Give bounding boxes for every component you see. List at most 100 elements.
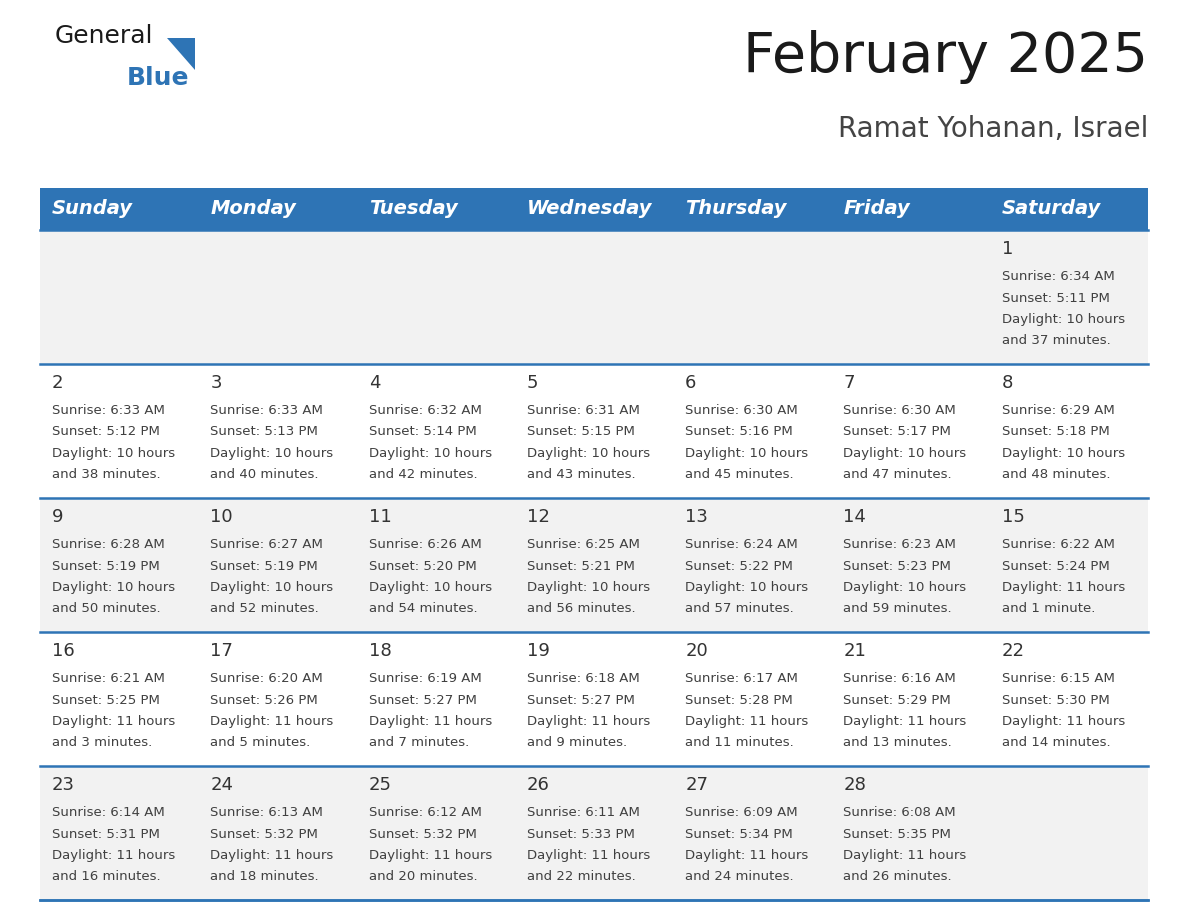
Text: and 7 minutes.: and 7 minutes.	[368, 736, 469, 749]
Text: Daylight: 10 hours: Daylight: 10 hours	[685, 581, 808, 594]
Text: Sunset: 5:22 PM: Sunset: 5:22 PM	[685, 559, 794, 573]
Text: Daylight: 10 hours: Daylight: 10 hours	[210, 581, 334, 594]
Text: 19: 19	[526, 642, 550, 660]
Text: Sunset: 5:21 PM: Sunset: 5:21 PM	[526, 559, 634, 573]
Text: Daylight: 10 hours: Daylight: 10 hours	[685, 447, 808, 460]
Text: Sunrise: 6:33 AM: Sunrise: 6:33 AM	[52, 404, 165, 417]
Text: Daylight: 11 hours: Daylight: 11 hours	[843, 849, 967, 862]
Text: Sunset: 5:34 PM: Sunset: 5:34 PM	[685, 827, 792, 841]
Bar	[40, 632, 1148, 766]
Text: Daylight: 10 hours: Daylight: 10 hours	[210, 447, 334, 460]
Text: Daylight: 10 hours: Daylight: 10 hours	[526, 581, 650, 594]
Text: Daylight: 11 hours: Daylight: 11 hours	[210, 715, 334, 728]
Text: 17: 17	[210, 642, 233, 660]
Text: Sunrise: 6:22 AM: Sunrise: 6:22 AM	[1001, 538, 1114, 551]
Text: and 40 minutes.: and 40 minutes.	[210, 468, 318, 482]
Text: 8: 8	[1001, 374, 1013, 392]
Text: Daylight: 11 hours: Daylight: 11 hours	[685, 715, 808, 728]
Text: Sunrise: 6:21 AM: Sunrise: 6:21 AM	[52, 672, 165, 685]
Text: 3: 3	[210, 374, 222, 392]
Text: and 52 minutes.: and 52 minutes.	[210, 602, 320, 615]
Text: Daylight: 11 hours: Daylight: 11 hours	[685, 849, 808, 862]
Text: and 13 minutes.: and 13 minutes.	[843, 736, 952, 749]
Text: 5: 5	[526, 374, 538, 392]
Text: 6: 6	[685, 374, 696, 392]
Text: Sunset: 5:11 PM: Sunset: 5:11 PM	[1001, 292, 1110, 305]
Text: Sunrise: 6:23 AM: Sunrise: 6:23 AM	[843, 538, 956, 551]
Text: Sunrise: 6:19 AM: Sunrise: 6:19 AM	[368, 672, 481, 685]
Text: Sunrise: 6:20 AM: Sunrise: 6:20 AM	[210, 672, 323, 685]
Text: Sunset: 5:23 PM: Sunset: 5:23 PM	[843, 559, 952, 573]
Text: Sunrise: 6:12 AM: Sunrise: 6:12 AM	[368, 806, 481, 819]
Text: and 14 minutes.: and 14 minutes.	[1001, 736, 1111, 749]
Text: Sunset: 5:27 PM: Sunset: 5:27 PM	[526, 693, 634, 707]
Text: and 50 minutes.: and 50 minutes.	[52, 602, 160, 615]
Text: Sunrise: 6:25 AM: Sunrise: 6:25 AM	[526, 538, 639, 551]
Text: 4: 4	[368, 374, 380, 392]
Text: Sunrise: 6:13 AM: Sunrise: 6:13 AM	[210, 806, 323, 819]
Text: Saturday: Saturday	[1001, 199, 1101, 218]
Text: Sunrise: 6:11 AM: Sunrise: 6:11 AM	[526, 806, 639, 819]
Text: Daylight: 10 hours: Daylight: 10 hours	[843, 581, 967, 594]
Text: 23: 23	[52, 776, 75, 794]
Text: 22: 22	[1001, 642, 1025, 660]
Text: Sunset: 5:12 PM: Sunset: 5:12 PM	[52, 426, 160, 439]
Text: Daylight: 11 hours: Daylight: 11 hours	[52, 849, 176, 862]
Text: Daylight: 10 hours: Daylight: 10 hours	[368, 581, 492, 594]
Text: and 20 minutes.: and 20 minutes.	[368, 870, 478, 883]
Text: 24: 24	[210, 776, 233, 794]
Text: Sunset: 5:24 PM: Sunset: 5:24 PM	[1001, 559, 1110, 573]
Text: Daylight: 11 hours: Daylight: 11 hours	[368, 849, 492, 862]
Text: Daylight: 11 hours: Daylight: 11 hours	[526, 849, 650, 862]
Text: Sunrise: 6:34 AM: Sunrise: 6:34 AM	[1001, 270, 1114, 283]
Text: Sunrise: 6:27 AM: Sunrise: 6:27 AM	[210, 538, 323, 551]
Text: Blue: Blue	[127, 66, 190, 90]
Text: Daylight: 10 hours: Daylight: 10 hours	[52, 447, 175, 460]
Text: 27: 27	[685, 776, 708, 794]
Text: Wednesday: Wednesday	[526, 199, 652, 218]
Text: 12: 12	[526, 508, 550, 526]
Text: Sunrise: 6:15 AM: Sunrise: 6:15 AM	[1001, 672, 1114, 685]
Text: Sunrise: 6:08 AM: Sunrise: 6:08 AM	[843, 806, 956, 819]
Text: 16: 16	[52, 642, 75, 660]
Text: Sunset: 5:20 PM: Sunset: 5:20 PM	[368, 559, 476, 573]
Text: Daylight: 10 hours: Daylight: 10 hours	[1001, 313, 1125, 326]
Text: Ramat Yohanan, Israel: Ramat Yohanan, Israel	[838, 115, 1148, 143]
Text: and 16 minutes.: and 16 minutes.	[52, 870, 160, 883]
Text: Sunrise: 6:18 AM: Sunrise: 6:18 AM	[526, 672, 639, 685]
Text: Sunrise: 6:33 AM: Sunrise: 6:33 AM	[210, 404, 323, 417]
Text: 13: 13	[685, 508, 708, 526]
Text: and 1 minute.: and 1 minute.	[1001, 602, 1095, 615]
Text: Sunset: 5:32 PM: Sunset: 5:32 PM	[210, 827, 318, 841]
Text: Daylight: 10 hours: Daylight: 10 hours	[52, 581, 175, 594]
Text: 2: 2	[52, 374, 63, 392]
Text: Sunrise: 6:31 AM: Sunrise: 6:31 AM	[526, 404, 639, 417]
Text: and 18 minutes.: and 18 minutes.	[210, 870, 318, 883]
Polygon shape	[168, 38, 195, 70]
Text: Sunset: 5:25 PM: Sunset: 5:25 PM	[52, 693, 160, 707]
Text: 26: 26	[526, 776, 550, 794]
Text: and 9 minutes.: and 9 minutes.	[526, 736, 627, 749]
Text: 9: 9	[52, 508, 63, 526]
Text: Sunrise: 6:28 AM: Sunrise: 6:28 AM	[52, 538, 165, 551]
Text: General: General	[55, 24, 153, 48]
Text: Sunrise: 6:17 AM: Sunrise: 6:17 AM	[685, 672, 798, 685]
Text: 11: 11	[368, 508, 391, 526]
Text: 15: 15	[1001, 508, 1024, 526]
Text: Sunrise: 6:09 AM: Sunrise: 6:09 AM	[685, 806, 798, 819]
Text: and 22 minutes.: and 22 minutes.	[526, 870, 636, 883]
Text: and 48 minutes.: and 48 minutes.	[1001, 468, 1111, 482]
Text: Sunrise: 6:30 AM: Sunrise: 6:30 AM	[685, 404, 798, 417]
Text: Sunrise: 6:29 AM: Sunrise: 6:29 AM	[1001, 404, 1114, 417]
Text: Sunrise: 6:14 AM: Sunrise: 6:14 AM	[52, 806, 165, 819]
Text: Sunset: 5:17 PM: Sunset: 5:17 PM	[843, 426, 952, 439]
Text: and 56 minutes.: and 56 minutes.	[526, 602, 636, 615]
Text: 25: 25	[368, 776, 392, 794]
Text: 28: 28	[843, 776, 866, 794]
Text: Daylight: 11 hours: Daylight: 11 hours	[843, 715, 967, 728]
Text: February 2025: February 2025	[742, 30, 1148, 84]
Text: and 45 minutes.: and 45 minutes.	[685, 468, 794, 482]
Text: Sunset: 5:13 PM: Sunset: 5:13 PM	[210, 426, 318, 439]
Text: Sunset: 5:19 PM: Sunset: 5:19 PM	[210, 559, 318, 573]
Text: and 11 minutes.: and 11 minutes.	[685, 736, 794, 749]
